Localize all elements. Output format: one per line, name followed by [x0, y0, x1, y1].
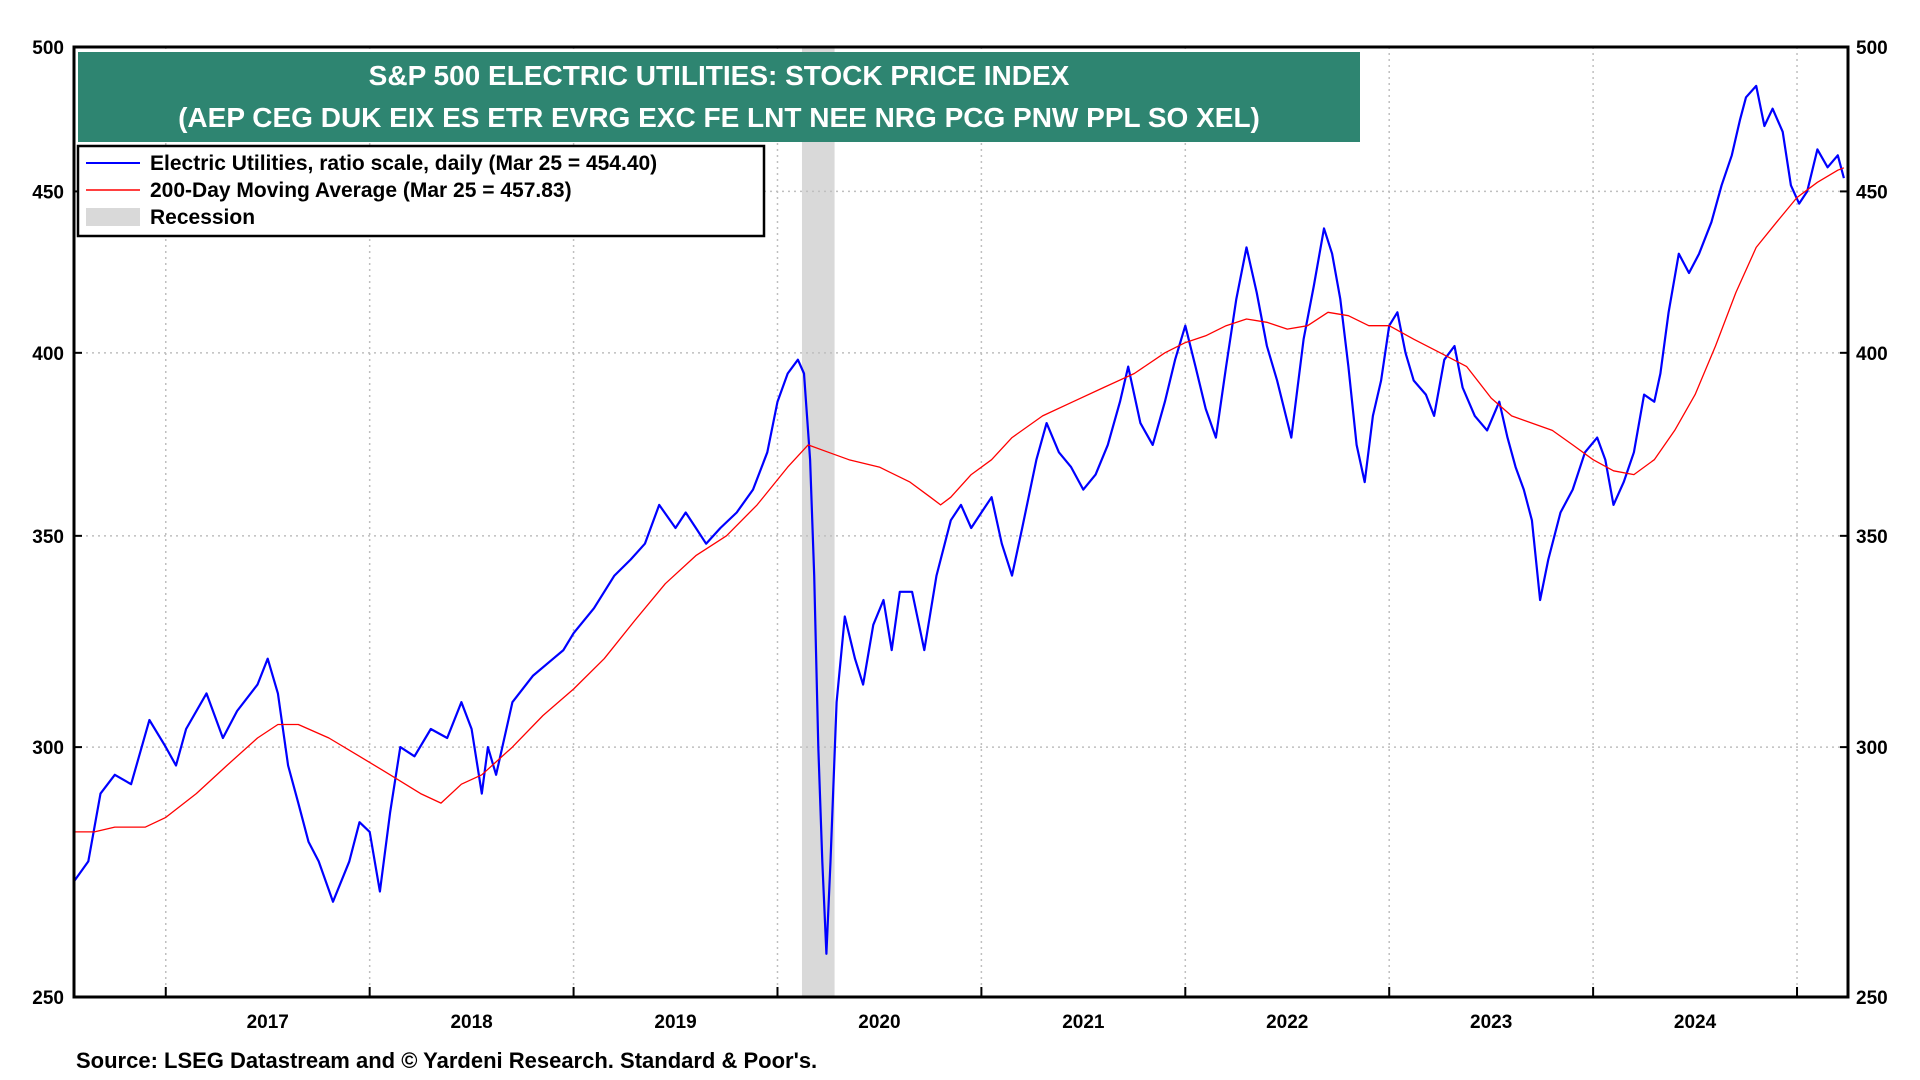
- axis-ticks: 250 250 300 300 350 350 400 400 450 450 500 500 2017…: [32, 38, 1887, 1033]
- y-tick-label-left: 450: [32, 182, 64, 203]
- y-tick-label-right: 300: [1856, 738, 1888, 759]
- plot-frame: [72, 45, 1850, 999]
- source-note: Source: LSEG Datastream and © Yardeni Re…: [76, 1048, 817, 1073]
- x-tick-label: 2024: [1674, 1012, 1717, 1033]
- title-background: [78, 52, 1360, 142]
- y-tick-label-left: 300: [32, 738, 64, 759]
- x-tick-label: 2018: [450, 1012, 492, 1033]
- legend-box: [76, 144, 766, 238]
- electric-utilities-line: [73, 84, 1845, 955]
- legend-label-electric-utilities: Electric Utilities, ratio scale, daily (…: [150, 152, 657, 175]
- y-tick-label-right: 400: [1856, 344, 1888, 365]
- y-tick-label-right: 250: [1856, 988, 1888, 1009]
- legend-label-recession: Recession: [150, 206, 255, 229]
- y-tick-label-right: 350: [1856, 527, 1888, 548]
- y-tick-label-right: 450: [1856, 182, 1888, 203]
- series-layer: [73, 84, 1845, 955]
- legend-swatch-recession: [86, 208, 140, 226]
- x-tick-label: 2022: [1266, 1012, 1308, 1033]
- x-tick-label: 2020: [858, 1012, 900, 1033]
- recession-band: [801, 47, 835, 997]
- x-tick-label: 2019: [654, 1012, 696, 1033]
- x-tick-label: 2021: [1062, 1012, 1105, 1033]
- legend: Electric Utilities, ratio scale, daily (…: [76, 144, 766, 238]
- chart-subtitle: (AEP CEG DUK EIX ES ETR EVRG EXC FE LNT …: [178, 102, 1260, 133]
- y-tick-label-left: 250: [32, 988, 64, 1009]
- legend-label-moving-average: 200-Day Moving Average (Mar 25 = 457.83): [150, 179, 572, 202]
- x-tick-label: 2023: [1470, 1012, 1512, 1033]
- title-banner: S&P 500 ELECTRIC UTILITIES: STOCK PRICE …: [78, 52, 1360, 142]
- y-tick-label-right: 500: [1856, 38, 1888, 59]
- x-tick-label: 2017: [247, 1012, 289, 1033]
- recession-band-layer: [801, 47, 835, 997]
- chart-title: S&P 500 ELECTRIC UTILITIES: STOCK PRICE …: [369, 60, 1070, 91]
- moving-average-line: [74, 167, 1845, 833]
- y-tick-label-left: 500: [32, 38, 64, 59]
- y-tick-label-left: 350: [32, 527, 64, 548]
- y-tick-label-left: 400: [32, 344, 64, 365]
